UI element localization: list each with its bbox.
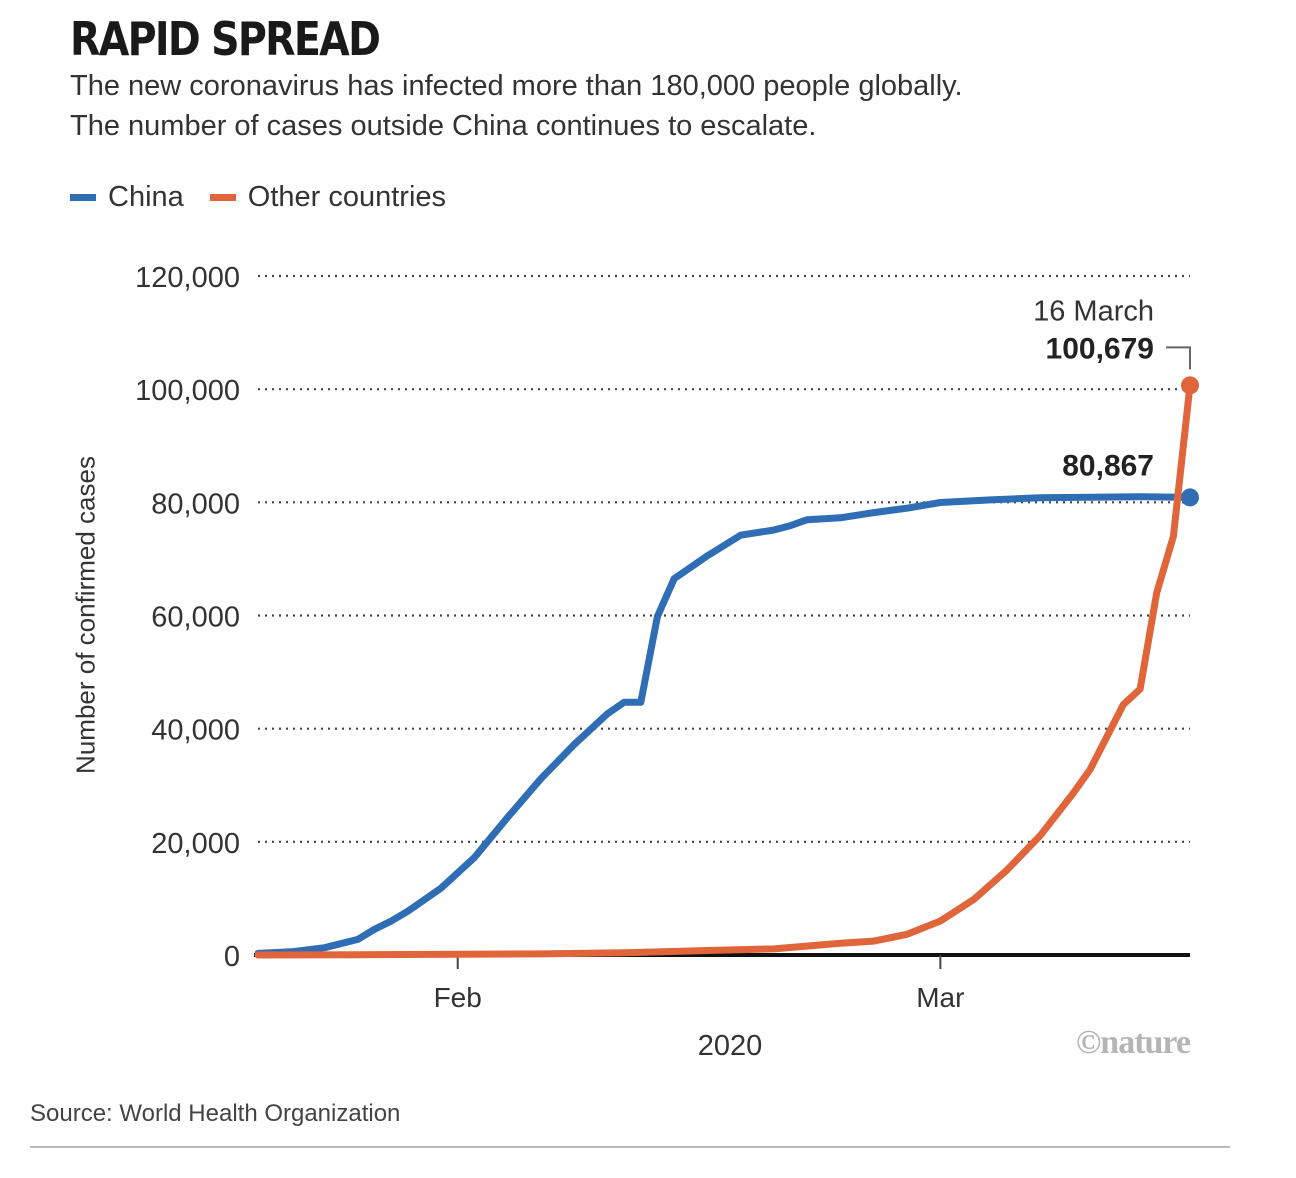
legend-label-china: China bbox=[108, 181, 184, 213]
y-tick-label: 100,000 bbox=[135, 375, 240, 407]
source-note: Source: World Health Organization bbox=[30, 1100, 401, 1127]
legend-label-other: Other countries bbox=[247, 181, 447, 213]
legend-item-other: Other countries bbox=[209, 181, 447, 214]
series-lines bbox=[254, 376, 1199, 959]
subtitle-line-1: The new coronavirus has infected more th… bbox=[70, 70, 963, 102]
annotations: ©nature 80,867 100,679 16 March bbox=[1033, 295, 1192, 1061]
legend-item-china: China bbox=[70, 181, 184, 214]
legend: China Other countries bbox=[70, 181, 472, 214]
chart-title: RAPID SPREAD bbox=[70, 12, 381, 66]
chart-subtitle: The new coronavirus has infected more th… bbox=[70, 66, 1170, 146]
series-line-other bbox=[254, 381, 1194, 959]
x-axis-ticks: Feb Mar 2020 bbox=[434, 955, 964, 1062]
series-line-china bbox=[254, 493, 1194, 957]
x-tick-label: Mar bbox=[916, 982, 964, 1013]
end-point-other bbox=[1181, 376, 1199, 395]
y-tick-label: 80,000 bbox=[151, 488, 240, 520]
subtitle-line-2: The number of cases outside China contin… bbox=[70, 110, 817, 142]
y-tick-label: 60,000 bbox=[151, 602, 240, 634]
line-chart: 020,00040,00060,00080,000100,000120,000 … bbox=[135, 262, 1199, 1062]
gridlines bbox=[254, 274, 1190, 957]
legend-swatch-other bbox=[209, 194, 236, 201]
x-tick-label: Feb bbox=[434, 982, 482, 1013]
y-tick-label: 40,000 bbox=[151, 715, 240, 747]
y-tick-label: 0 bbox=[224, 941, 240, 973]
y-axis-ticks: 0 20,000 40,000 60,000 80,000 100,000 120,000 bbox=[135, 262, 240, 973]
end-date-label: 16 March bbox=[1033, 295, 1154, 327]
nature-logo: ©nature bbox=[1076, 1024, 1191, 1061]
end-label-other: 100,679 bbox=[1046, 332, 1154, 365]
annotation-leader bbox=[1166, 346, 1191, 370]
y-tick-label: 20,000 bbox=[151, 828, 240, 860]
legend-swatch-china bbox=[70, 194, 96, 201]
footer-divider bbox=[30, 1146, 1230, 1148]
end-label-china: 80,867 bbox=[1062, 449, 1154, 482]
y-tick-label: 120,000 bbox=[135, 262, 240, 294]
end-point-china bbox=[1181, 488, 1199, 507]
x-axis-title: 2020 bbox=[698, 1030, 763, 1062]
